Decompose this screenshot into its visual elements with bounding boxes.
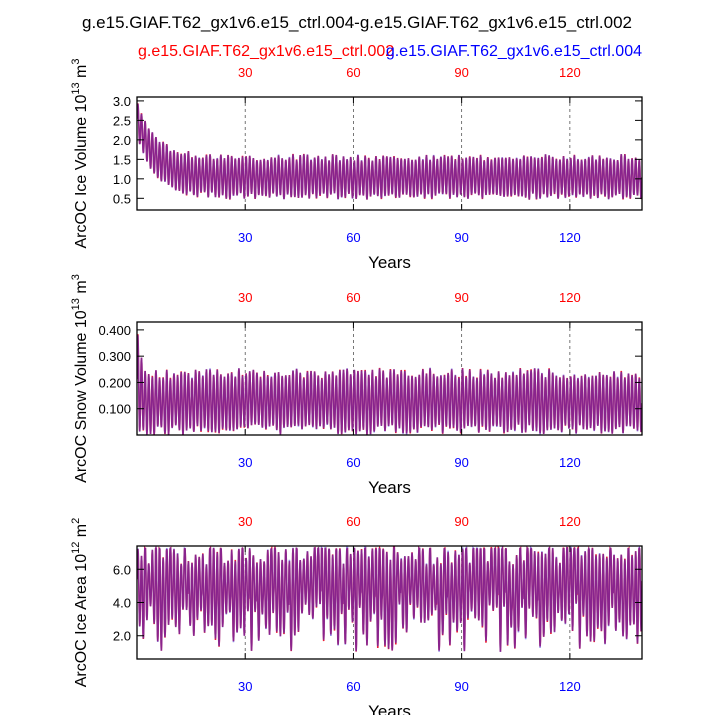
legend-label-ctrl002: g.e15.GIAF.T62_gx1v6.e15_ctrl.002 (138, 43, 394, 60)
series-line-ctrl004 (137, 546, 642, 653)
x-tick-label-bottom: 90 (454, 230, 468, 245)
y-tick-label: 2.0 (113, 629, 131, 644)
y-axis-label-unit-exponent: 3 (70, 59, 82, 65)
y-tick-label: 1.0 (113, 172, 131, 187)
chart-panel-2: 0.100 0.200 0.300 0.400 30 60 90 120 30 60 90 120 Ye… (70, 274, 643, 497)
y-axis-label: ArcOC Ice Volume 1013 m3 (70, 59, 90, 249)
figure-title: g.e15.GIAF.T62_gx1v6.e15_ctrl.004-g.e15.… (82, 13, 632, 32)
x-tick-label-top: 30 (238, 65, 252, 80)
series-line-ctrl004 (137, 103, 642, 200)
x-tick-label-bottom: 60 (346, 455, 360, 470)
y-tick-label: 0.200 (98, 375, 131, 390)
y-axis-label-text: ArcOC Ice Volume 10 (73, 95, 90, 249)
x-tick-label-top: 60 (346, 514, 360, 529)
y-axis-label-unit: m (73, 65, 90, 83)
y-axis-label: ArcOC Snow Volume 1013 m3 (70, 274, 90, 483)
x-tick-label-top: 120 (559, 290, 581, 305)
y-axis-label-unit: m (73, 280, 90, 298)
chart-panel-1: 0.5 1.0 1.5 2.0 2.5 3.0 30 60 90 120 30 60 90 120 Year… (70, 59, 643, 272)
legend-label-ctrl004: g.e15.GIAF.T62_gx1v6.e15_ctrl.004 (386, 43, 642, 60)
y-tick-label: 0.100 (98, 402, 131, 417)
x-axis-label: Years (368, 253, 411, 272)
x-tick-label-top: 90 (454, 514, 468, 529)
series-line-ctrl004 (137, 335, 642, 435)
x-tick-label-bottom: 30 (238, 679, 252, 694)
x-tick-label-bottom: 90 (454, 679, 468, 694)
y-axis-label-exponent: 13 (70, 82, 82, 94)
chart-panel-3: 2.0 4.0 6.0 30 60 90 120 30 60 90 120 Years ArcOC Ic… (70, 514, 643, 715)
x-tick-label-top: 90 (454, 65, 468, 80)
x-axis-label: Years (368, 478, 411, 497)
y-tick-label: 2.0 (113, 133, 131, 148)
y-axis-label-unit-exponent: 2 (70, 518, 82, 524)
x-tick-label-bottom: 30 (238, 230, 252, 245)
y-tick-label: 1.5 (113, 152, 131, 167)
x-tick-label-top: 60 (346, 290, 360, 305)
y-axis-label-text: ArcOC Snow Volume 10 (73, 310, 90, 483)
y-axis-label-text: ArcOC Ice Area 10 (73, 554, 90, 687)
y-axis-label-exponent: 12 (70, 542, 82, 554)
x-tick-label-top: 120 (559, 514, 581, 529)
x-tick-label-bottom: 90 (454, 455, 468, 470)
y-tick-label: 0.400 (98, 323, 131, 338)
plot-frame (136, 96, 643, 211)
x-tick-label-bottom: 60 (346, 230, 360, 245)
x-tick-label-top: 60 (346, 65, 360, 80)
x-tick-label-bottom: 120 (559, 679, 581, 694)
y-tick-label: 4.0 (113, 596, 131, 611)
y-axis-label: ArcOC Ice Area 1012 m2 (70, 518, 90, 688)
y-tick-label: 3.0 (113, 94, 131, 109)
x-tick-label-top: 30 (238, 290, 252, 305)
y-tick-label: 2.5 (113, 113, 131, 128)
y-axis-label-unit: m (73, 524, 90, 542)
x-tick-label-bottom: 60 (346, 679, 360, 694)
x-tick-label-bottom: 30 (238, 455, 252, 470)
y-tick-label: 0.5 (113, 191, 131, 206)
x-tick-label-bottom: 120 (559, 455, 581, 470)
y-tick-label: 6.0 (113, 562, 131, 577)
x-axis-label: Years (368, 702, 411, 715)
x-tick-label-top: 30 (238, 514, 252, 529)
x-tick-label-bottom: 120 (559, 230, 581, 245)
y-axis-label-exponent: 13 (70, 298, 82, 310)
plot-frame (136, 321, 643, 436)
x-tick-label-top: 120 (559, 65, 581, 80)
x-tick-label-top: 90 (454, 290, 468, 305)
y-tick-label: 0.300 (98, 349, 131, 364)
y-axis-label-unit-exponent: 3 (70, 274, 82, 280)
